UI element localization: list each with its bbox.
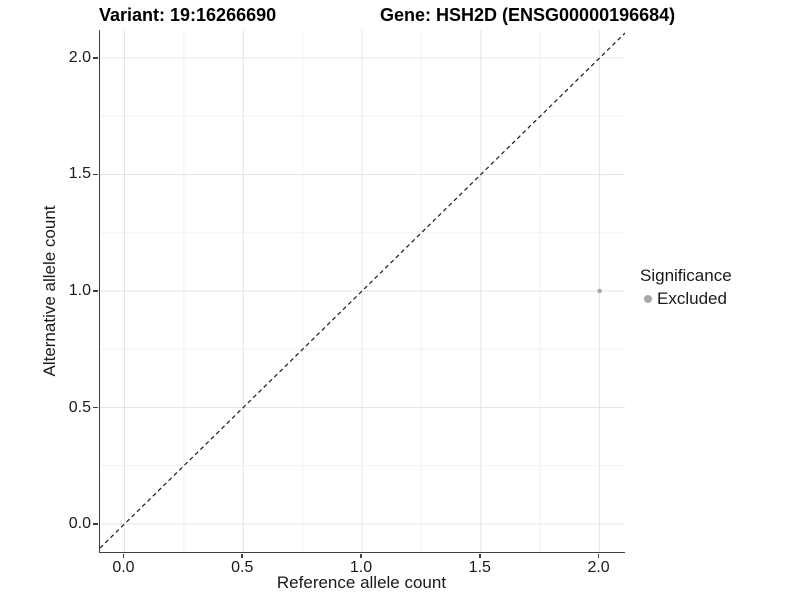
y-tick-mark: [93, 57, 98, 59]
legend-item-excluded: Excluded: [640, 289, 732, 309]
plot-panel: [99, 30, 625, 553]
x-axis-title: Reference allele count: [276, 573, 447, 592]
plot-title-variant: Variant: 19:16266690: [99, 5, 277, 25]
x-tick-mark: [360, 553, 362, 558]
legend: Significance Excluded: [640, 266, 732, 309]
y-tick-label: 1.5: [68, 165, 91, 183]
x-tick-mark: [241, 553, 243, 558]
y-tick-label: 0.5: [68, 398, 91, 416]
legend-item-label: Excluded: [657, 289, 727, 308]
y-tick-mark: [93, 173, 98, 176]
x-tick-label: 2.0: [587, 559, 610, 576]
y-axis-title: Alternative allele count: [40, 205, 59, 377]
data-point: [597, 288, 602, 294]
y-tick-label: 2.0: [68, 48, 91, 66]
y-tick-mark: [93, 523, 98, 525]
y-tick-label: 0.0: [68, 515, 91, 533]
y-tick-mark: [93, 406, 98, 409]
x-tick-mark: [597, 553, 600, 558]
y-tick-label: 1.0: [68, 282, 91, 299]
x-tick-label: 0.5: [231, 559, 254, 576]
x-tick-mark: [479, 553, 481, 558]
x-tick-label: 1.0: [349, 559, 373, 576]
legend-key-dot: [644, 295, 652, 303]
y-tick-mark: [93, 290, 98, 292]
plot-svg: [100, 30, 625, 552]
legend-title: Significance: [640, 266, 732, 285]
x-tick-label: 0.0: [112, 559, 135, 576]
identity-line: [100, 32, 625, 549]
plot-title-gene: Gene: HSH2D (ENSG00000196684): [380, 5, 676, 25]
x-tick-label: 1.5: [468, 559, 491, 576]
x-tick-mark: [122, 553, 125, 558]
